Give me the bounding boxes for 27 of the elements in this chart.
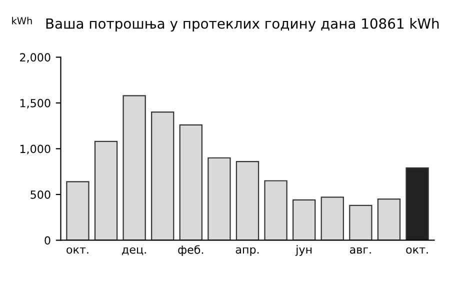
bar [179,124,202,240]
x-tick-label: окт. [406,247,428,254]
y-tick-label: 500 [30,190,50,199]
x-tick-label: апр. [236,247,259,256]
x-tick-label: феб. [178,245,204,256]
y-tick-label: 2,000 [20,53,50,63]
bar [94,140,118,240]
y-tick-label: 1,500 [20,98,50,108]
x-tick-label: дец. [122,247,146,256]
chart-title: Ваша потрошња у протеклих годину дана 10861 kWh [46,18,439,32]
bar [122,95,146,240]
bar [208,157,231,240]
bar [236,160,260,240]
x-tick-label: окт. [66,247,88,254]
y-tick-label: 0 [44,236,50,245]
bar [349,204,372,240]
y-tick-label: 1,000 [20,144,50,154]
bar [66,181,90,240]
bar [406,167,429,240]
x-tick-label: јун [295,245,312,256]
bar [377,198,401,240]
x-tick-label: авг. [350,247,371,254]
bar [292,199,316,240]
bar [264,180,288,240]
bar [320,196,344,240]
y-axis-title: kWh [12,16,32,24]
bar [151,112,174,240]
